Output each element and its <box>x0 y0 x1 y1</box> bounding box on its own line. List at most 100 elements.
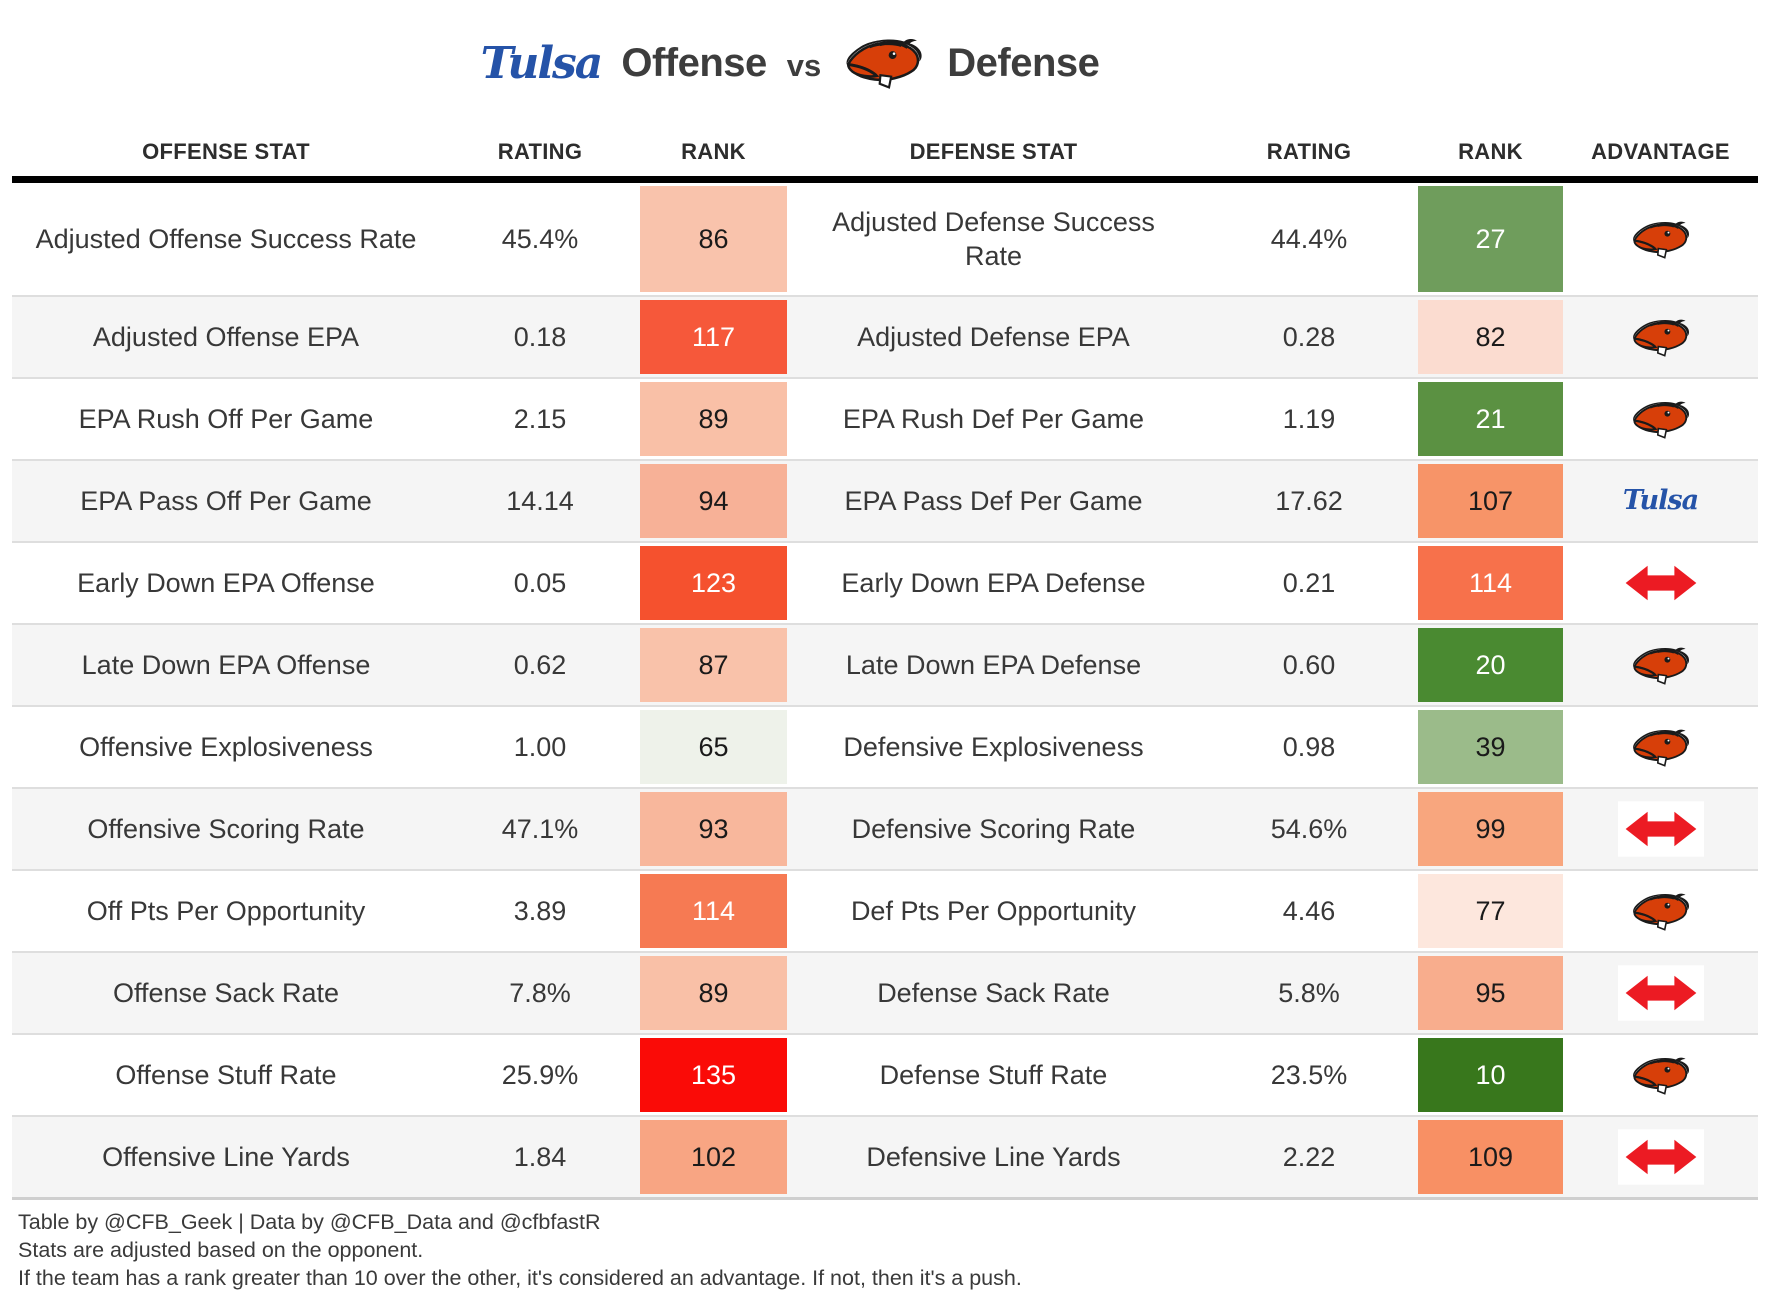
defense-rank-cell: 114 <box>1418 543 1563 623</box>
table-row: EPA Pass Off Per Game 14.14 94 EPA Pass … <box>12 459 1758 541</box>
offense-rating-value: 0.62 <box>513 650 567 680</box>
offense-rank-cell: 135 <box>640 1035 787 1115</box>
defense-stat-label: Defense Sack Rate <box>877 978 1110 1008</box>
defense-rating-value: 5.8% <box>1278 978 1340 1008</box>
defense-stat-label: Defensive Line Yards <box>866 1142 1121 1172</box>
defense-stat-label: Early Down EPA Defense <box>841 568 1146 598</box>
beavers-logo-icon <box>1629 316 1693 359</box>
offense-rank-cell: 117 <box>640 297 787 377</box>
defense-rank-value: 21 <box>1418 382 1563 456</box>
defense-rank-value: 95 <box>1418 956 1563 1030</box>
offense-rank-cell: 114 <box>640 871 787 951</box>
table-row: Offense Sack Rate 7.8% 89 Defense Sack R… <box>12 951 1758 1033</box>
defense-stat-label: Defensive Explosiveness <box>843 732 1144 762</box>
offense-stat-label: Off Pts Per Opportunity <box>86 896 366 926</box>
offense-rating-value: 45.4% <box>501 224 579 254</box>
defense-rank-cell: 82 <box>1418 297 1563 377</box>
push-arrow-icon <box>1618 965 1704 1021</box>
offense-rating-value: 47.1% <box>501 814 579 844</box>
table-footnotes: Table by @CFB_Geek | Data by @CFB_Data a… <box>18 1208 1022 1292</box>
defense-rating-value: 2.22 <box>1282 1142 1336 1172</box>
advantage-cell: Tulsa <box>1563 543 1758 623</box>
beavers-logo-icon <box>1629 644 1693 687</box>
offense-rating-value: 1.84 <box>513 1142 567 1172</box>
defense-rank-value: 20 <box>1418 628 1563 702</box>
offense-rank-value: 86 <box>640 186 787 292</box>
defense-rank-value: 109 <box>1418 1120 1563 1194</box>
table-row: EPA Rush Off Per Game 2.15 89 EPA Rush D… <box>12 377 1758 459</box>
offense-stat-label: Adjusted Offense Success Rate <box>35 224 417 254</box>
tulsa-logo-icon: Tulsa <box>1622 485 1699 516</box>
offense-rank-value: 94 <box>640 464 787 538</box>
offense-rank-cell: 86 <box>640 183 787 295</box>
defense-rank-value: 107 <box>1418 464 1563 538</box>
defense-title-label: Defense <box>947 40 1100 85</box>
defense-stat-label: Defense Stuff Rate <box>879 1060 1108 1090</box>
defense-rating-value: 0.21 <box>1282 568 1336 598</box>
defense-rating-value: 1.19 <box>1282 404 1336 434</box>
defense-rank-cell: 10 <box>1418 1035 1563 1115</box>
advantage-cell: Tulsa <box>1563 953 1758 1033</box>
table-row: Offensive Explosiveness 1.00 65 Defensiv… <box>12 705 1758 787</box>
push-arrow-icon <box>1618 801 1704 857</box>
offense-rank-cell: 123 <box>640 543 787 623</box>
offense-stat-label: Offensive Line Yards <box>102 1142 350 1172</box>
beavers-logo-icon <box>1629 218 1693 261</box>
defense-rank-value: 114 <box>1418 546 1563 620</box>
beavers-logo-icon <box>1629 398 1693 441</box>
defense-stat-label: EPA Pass Def Per Game <box>844 486 1143 516</box>
defense-rating-value: 54.6% <box>1270 814 1348 844</box>
defense-rank-value: 39 <box>1418 710 1563 784</box>
defense-rating-value: 23.5% <box>1270 1060 1348 1090</box>
push-arrow-icon <box>1618 555 1704 611</box>
offense-rank-value: 93 <box>640 792 787 866</box>
defense-rank-cell: 107 <box>1418 461 1563 541</box>
defense-rank-cell: 77 <box>1418 871 1563 951</box>
advantage-cell: Tulsa <box>1563 1035 1758 1115</box>
offense-title-label: Offense <box>621 40 767 85</box>
defense-rating-value: 17.62 <box>1275 486 1343 516</box>
defense-stat-label: EPA Rush Def Per Game <box>842 404 1145 434</box>
col-advantage: ADVANTAGE <box>1591 139 1730 164</box>
offense-rank-value: 117 <box>640 300 787 374</box>
table-row: Adjusted Offense EPA 0.18 117 Adjusted D… <box>12 295 1758 377</box>
defense-stat-label: Defensive Scoring Rate <box>851 814 1136 844</box>
offense-rating-value: 7.8% <box>509 978 571 1008</box>
defense-rank-cell: 21 <box>1418 379 1563 459</box>
offense-rating-value: 1.00 <box>513 732 567 762</box>
col-offense-rating: RATING <box>497 139 583 164</box>
offense-stat-label: Offensive Explosiveness <box>79 732 373 762</box>
table-row: Offensive Scoring Rate 47.1% 93 Defensiv… <box>12 787 1758 869</box>
offense-rank-cell: 94 <box>640 461 787 541</box>
table-row: Offense Stuff Rate 25.9% 135 Defense Stu… <box>12 1033 1758 1115</box>
offense-rank-cell: 87 <box>640 625 787 705</box>
offense-stat-label: Early Down EPA Offense <box>77 568 375 598</box>
col-offense-stat: OFFENSE STAT <box>142 139 310 164</box>
defense-stat-label: Late Down EPA Defense <box>845 650 1142 680</box>
col-defense-stat: DEFENSE STAT <box>909 139 1078 164</box>
offense-rank-value: 89 <box>640 956 787 1030</box>
offense-rank-value: 114 <box>640 874 787 948</box>
advantage-cell: Tulsa <box>1563 297 1758 377</box>
defense-rating-value: 44.4% <box>1270 224 1348 254</box>
offense-rating-value: 25.9% <box>501 1060 579 1090</box>
advantage-cell: Tulsa <box>1563 461 1758 541</box>
table-header-row: OFFENSE STAT RATING RANK DEFENSE STAT RA… <box>12 128 1758 176</box>
offense-stat-label: EPA Rush Off Per Game <box>78 404 374 434</box>
defense-rank-cell: 95 <box>1418 953 1563 1033</box>
offense-rank-value: 102 <box>640 1120 787 1194</box>
table-row: Late Down EPA Offense 0.62 87 Late Down … <box>12 623 1758 705</box>
offense-rating-value: 2.15 <box>513 404 567 434</box>
push-arrow-icon <box>1618 1129 1704 1185</box>
offense-rating-value: 0.05 <box>513 568 567 598</box>
offense-stat-label: EPA Pass Off Per Game <box>80 486 372 516</box>
beavers-logo-icon <box>841 34 927 92</box>
defense-rank-cell: 109 <box>1418 1117 1563 1197</box>
header-divider <box>12 176 1758 183</box>
advantage-cell: Tulsa <box>1563 707 1758 787</box>
table-row: Offensive Line Yards 1.84 102 Defensive … <box>12 1115 1758 1197</box>
defense-rank-cell: 39 <box>1418 707 1563 787</box>
comparison-table: OFFENSE STAT RATING RANK DEFENSE STAT RA… <box>12 128 1758 1200</box>
advantage-cell: Tulsa <box>1563 1117 1758 1197</box>
